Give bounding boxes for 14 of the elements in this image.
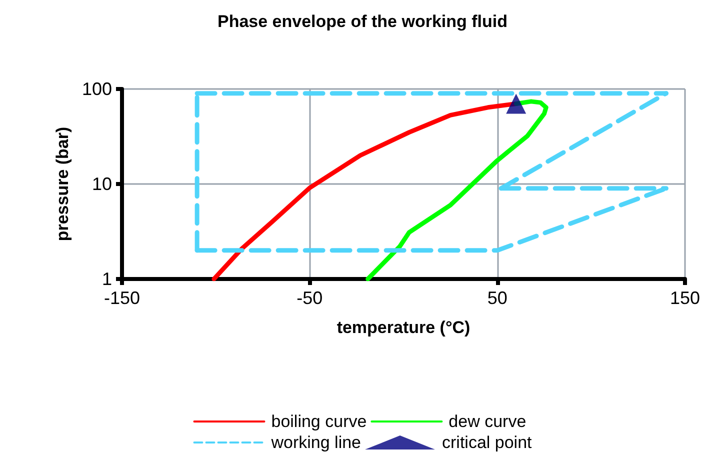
y-tick-label: 1 — [102, 269, 112, 289]
y-axis-title: pressure (bar) — [53, 126, 72, 242]
x-tick-label: 50 — [487, 288, 508, 308]
chart-title: Phase envelope of the working fluid — [218, 12, 508, 31]
legend-label: working line — [270, 433, 362, 452]
x-tick-label: -50 — [296, 288, 323, 308]
legend-label: boiling curve — [271, 412, 367, 431]
y-tick-label: 10 — [92, 174, 112, 194]
legend-label: critical point — [442, 433, 532, 452]
x-tick-label: 150 — [670, 288, 700, 308]
x-tick-label: -150 — [104, 288, 140, 308]
y-tick-label: 100 — [82, 79, 112, 99]
x-axis-title: temperature (°C) — [336, 318, 470, 337]
legend-label: dew curve — [448, 412, 526, 431]
